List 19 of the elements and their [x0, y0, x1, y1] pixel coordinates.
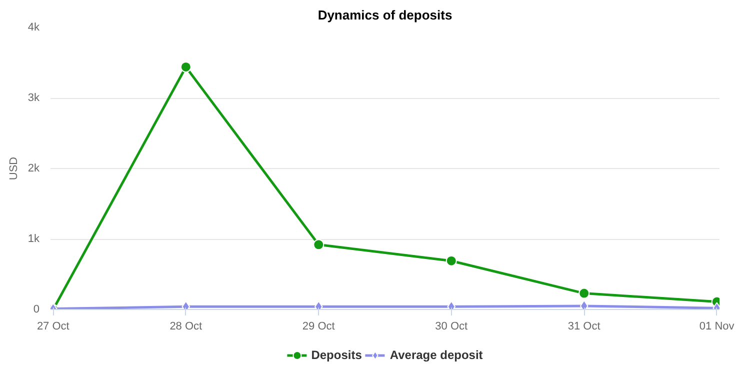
point	[313, 239, 324, 250]
x-tick-label: 28 Oct	[170, 320, 202, 332]
point	[578, 288, 590, 299]
point	[180, 61, 192, 72]
x-tick-label: 29 Oct	[302, 320, 335, 332]
point	[446, 255, 457, 266]
y-tick-label: 0	[33, 304, 40, 316]
y-tick-label: 3k	[28, 92, 40, 104]
x-tick-label: 01 Nov	[699, 320, 735, 332]
legend-label: Average deposit	[390, 348, 483, 362]
y-tick-label: 1k	[28, 233, 40, 245]
x-tick-label: 27 Oct	[36, 320, 70, 332]
legend-label: Deposits	[311, 348, 362, 362]
y-tick-label: 2k	[28, 162, 40, 174]
y-axis-title: USD	[8, 156, 20, 180]
x-tick-label: 30 Oct	[435, 320, 468, 332]
y-tick-label: 4k	[28, 22, 40, 34]
chart-title: Dynamics of deposits	[318, 8, 452, 22]
x-tick-label: 31 Oct	[568, 320, 600, 332]
